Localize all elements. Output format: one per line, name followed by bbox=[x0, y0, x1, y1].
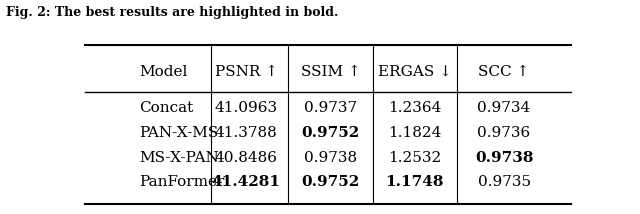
Text: 41.0963: 41.0963 bbox=[214, 101, 278, 115]
Text: 0.9734: 0.9734 bbox=[477, 101, 531, 115]
Text: PAN-X-MS: PAN-X-MS bbox=[140, 126, 219, 140]
Text: SSIM ↑: SSIM ↑ bbox=[301, 65, 360, 79]
Text: Fig. 2: The best results are highlighted in bold.: Fig. 2: The best results are highlighted… bbox=[6, 6, 339, 19]
Text: 40.8486: 40.8486 bbox=[214, 150, 278, 165]
Text: 0.9735: 0.9735 bbox=[477, 175, 531, 189]
Text: 0.9737: 0.9737 bbox=[304, 101, 357, 115]
Text: 1.2532: 1.2532 bbox=[388, 150, 442, 165]
Text: 0.9738: 0.9738 bbox=[304, 150, 357, 165]
Text: 0.9736: 0.9736 bbox=[477, 126, 531, 140]
Text: Concat: Concat bbox=[140, 101, 194, 115]
Text: 0.9752: 0.9752 bbox=[301, 175, 360, 189]
Text: PSNR ↑: PSNR ↑ bbox=[214, 65, 278, 79]
Text: 41.4281: 41.4281 bbox=[212, 175, 281, 189]
Text: MS-X-PAN: MS-X-PAN bbox=[140, 150, 220, 165]
Text: PanFormer: PanFormer bbox=[140, 175, 225, 189]
Text: 0.9752: 0.9752 bbox=[301, 126, 360, 140]
Text: 1.2364: 1.2364 bbox=[388, 101, 442, 115]
Text: ERGAS ↓: ERGAS ↓ bbox=[378, 65, 452, 79]
Text: SCC ↑: SCC ↑ bbox=[479, 65, 530, 79]
Text: 41.3788: 41.3788 bbox=[215, 126, 278, 140]
Text: 1.1824: 1.1824 bbox=[388, 126, 442, 140]
Text: 1.1748: 1.1748 bbox=[385, 175, 444, 189]
Text: Model: Model bbox=[140, 65, 188, 79]
Text: 0.9738: 0.9738 bbox=[475, 150, 533, 165]
